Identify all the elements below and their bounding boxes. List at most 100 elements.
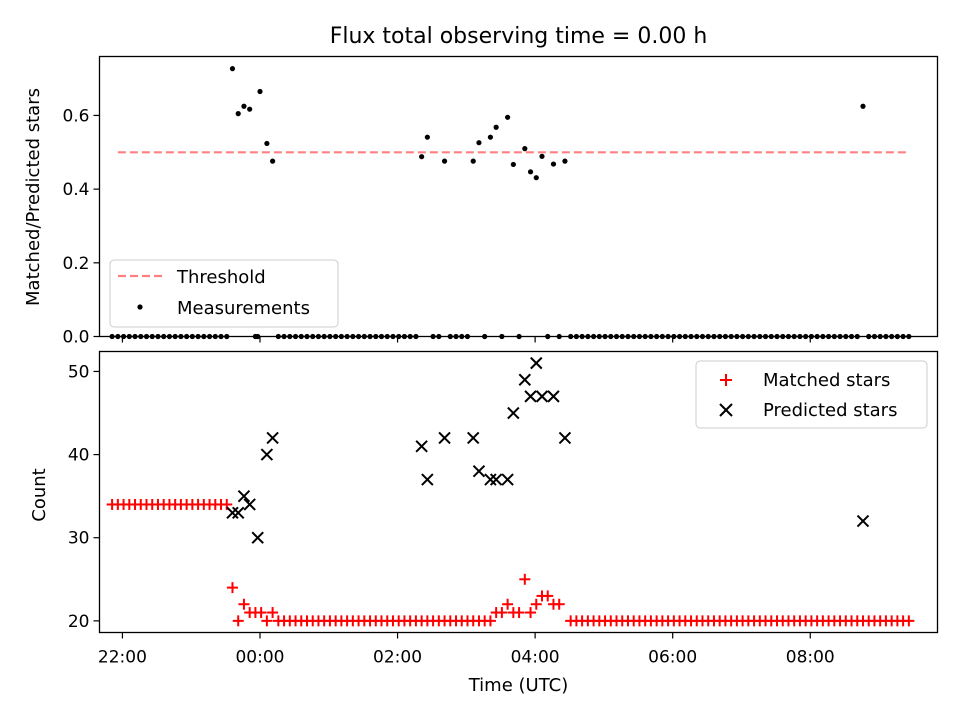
bottom-y-tick-label: 20 [68, 612, 90, 632]
predicted-marker-stroke [507, 406, 520, 420]
predicted-marker-stroke [501, 473, 514, 486]
x-tick-label: 00:00 [235, 648, 284, 668]
predicted-star-marker [467, 431, 480, 445]
predicted-marker-stroke [251, 531, 264, 544]
figure-title: Flux total observing time = 0.00 h [330, 24, 708, 49]
predicted-star-marker [501, 473, 514, 486]
measurement-point [510, 161, 516, 168]
top-y-tick-label: 0.0 [62, 328, 89, 348]
predicted-star-marker [438, 431, 451, 445]
predicted-marker-stroke [438, 431, 451, 445]
predicted-marker-stroke [484, 473, 497, 486]
top-y-axis-label: Matched/Predicted stars [23, 88, 44, 306]
legend-predicted-label: Predicted stars [763, 400, 897, 421]
matched-star-marker [267, 607, 279, 619]
predicted-marker-stroke [260, 448, 274, 461]
matched-star-marker [484, 615, 496, 627]
predicted-star-marker [237, 489, 251, 503]
measurement-point [229, 66, 236, 72]
matched-star-marker [542, 590, 554, 602]
predicted-marker-stroke [226, 506, 239, 519]
top-y-tick-label: 0.4 [62, 180, 89, 200]
matched-star-marker [226, 582, 238, 594]
measurement-point [539, 153, 545, 159]
measurement-point [550, 161, 557, 167]
predicted-star-marker [507, 406, 520, 420]
predicted-marker-stroke [421, 473, 434, 486]
matched-star-marker [496, 607, 508, 619]
matched-star-marker [553, 598, 565, 610]
x-axis-label: Time (UTC) [468, 675, 569, 696]
predicted-star-marker [489, 473, 503, 486]
top-legend-box [109, 259, 339, 328]
legend-threshold-label: Threshold [176, 267, 266, 288]
matched-star-marker [502, 598, 514, 610]
measurement-point [493, 124, 499, 130]
predicted-star-marker [243, 498, 256, 511]
bottom-y-axis-label: Count [29, 468, 50, 521]
top-panel: 0.0 0.2 0.4 0.6 Matched/Predicted stars Thr… [23, 55, 939, 348]
predicted-star-marker [251, 531, 264, 544]
legend-matched-swatch [720, 374, 732, 386]
matched-star-marker [903, 615, 915, 627]
measurement-point [487, 134, 494, 140]
predicted-marker-stroke [243, 498, 256, 511]
legend-measurements-label: Measurements [177, 298, 310, 319]
predicted-marker-stroke [547, 390, 560, 403]
predicted-star-marker [547, 390, 560, 403]
measurement-point [424, 134, 430, 140]
x-tick-label: 02:00 [373, 648, 422, 668]
predicted-star-marker [226, 506, 239, 519]
top-axes-frame [98, 55, 939, 338]
predicted-star-marker [530, 356, 543, 370]
bottom-y-tick-label: 50 [68, 362, 90, 382]
matched-star-marker [525, 607, 537, 619]
matched-star-marker [519, 573, 531, 585]
matched-star-marker [513, 607, 525, 619]
predicted-marker-stroke [518, 373, 532, 386]
predicted-marker-stroke [489, 473, 503, 486]
matched-star-marker [255, 607, 267, 619]
measurement-point [527, 169, 534, 175]
matched-star-marker [530, 598, 542, 610]
measurement-point [419, 154, 425, 160]
predicted-marker-stroke [856, 514, 870, 528]
predicted-star-marker [472, 465, 486, 478]
predicted-marker-stroke [467, 431, 480, 445]
predicted-marker-stroke [415, 440, 428, 453]
predicted-marker-stroke [237, 489, 251, 503]
measurement-point [241, 103, 247, 109]
predicted-star-marker [266, 431, 279, 445]
predicted-star-marker [524, 390, 537, 403]
bottom-y-tick-label: 40 [68, 446, 90, 466]
matched-star-marker [238, 598, 250, 610]
predicted-marker-stroke [266, 431, 279, 445]
bottom-legend-box [695, 360, 928, 429]
measurement-point [270, 158, 276, 164]
predicted-star-marker [558, 431, 572, 445]
measurement-point [257, 88, 263, 95]
predicted-star-marker [232, 506, 245, 519]
bottom-legend: Matched stars Predicted stars [695, 360, 928, 429]
x-tick-label: 06:00 [648, 648, 697, 668]
bottom-axes-frame [98, 350, 939, 634]
bottom-y-tick-label: 30 [68, 529, 90, 549]
x-tick-label: 22:00 [98, 648, 147, 668]
predicted-marker-stroke [232, 506, 245, 519]
predicted-star-marker [518, 373, 532, 386]
measurement-point [533, 175, 539, 181]
predicted-marker-stroke [472, 465, 486, 478]
top-y-tick-label: 0.2 [62, 254, 89, 274]
measurement-point [476, 140, 482, 146]
legend-predicted-swatch [719, 403, 733, 417]
legend-matched-label: Matched stars [763, 370, 890, 391]
predicted-marker-stroke [524, 390, 537, 403]
measurement-point [505, 114, 511, 120]
measurement-point [264, 140, 270, 147]
top-axis-ticks: 0.0 0.2 0.4 0.6 [62, 106, 811, 348]
predicted-star-marker [484, 473, 497, 486]
legend-measurements-swatch [137, 304, 143, 310]
predicted-marker-stroke [535, 390, 549, 403]
